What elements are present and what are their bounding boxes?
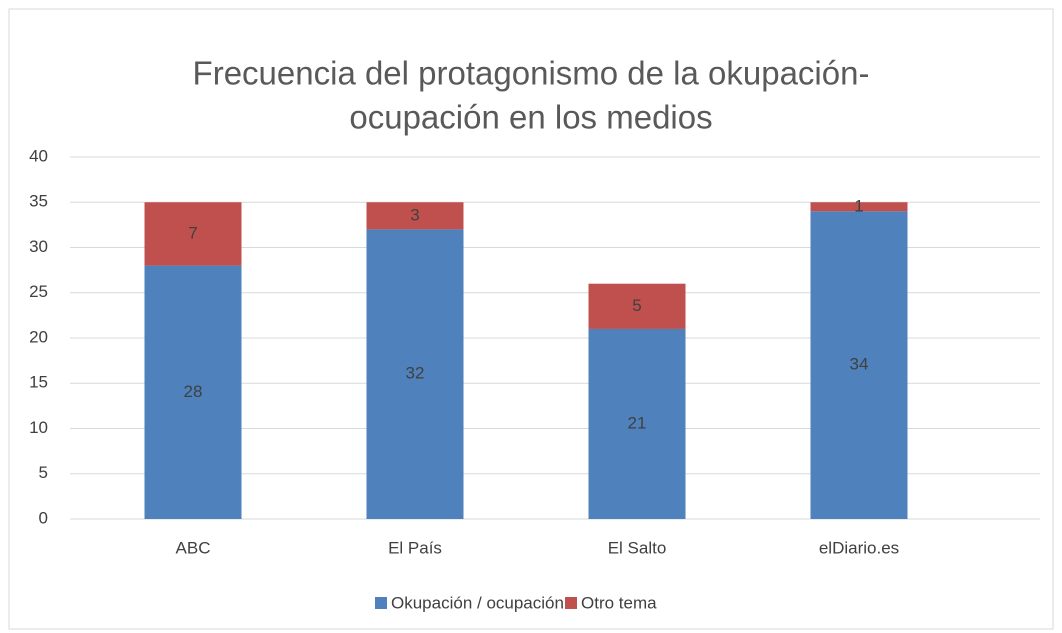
bar-segment: [810, 211, 908, 520]
x-tick-label: ABC: [176, 538, 211, 557]
data-label: 34: [850, 355, 869, 374]
data-label: 32: [406, 364, 425, 383]
x-tick-label: El País: [388, 538, 442, 557]
x-tick-label: El Salto: [608, 538, 667, 557]
legend-label: Otro tema: [581, 593, 657, 612]
chart-title: Frecuencia del protagonismo de la okupac…: [193, 55, 870, 92]
y-tick-label: 25: [29, 282, 48, 301]
y-tick-label: 10: [29, 418, 48, 437]
y-tick-label: 0: [39, 508, 48, 527]
data-label: 5: [632, 296, 641, 315]
data-label: 7: [188, 223, 197, 242]
y-tick-label: 15: [29, 373, 48, 392]
x-tick-label: elDiario.es: [819, 538, 899, 557]
chart-title: ocupación en los medios: [349, 99, 712, 136]
legend-swatch: [375, 597, 387, 609]
bar-segment: [588, 283, 686, 329]
y-tick-label: 40: [29, 146, 48, 165]
bar-segment: [144, 202, 242, 266]
bar-segment: [366, 202, 464, 230]
legend-swatch: [565, 597, 577, 609]
y-tick-label: 5: [39, 463, 48, 482]
data-label: 21: [628, 413, 647, 432]
y-tick-label: 35: [29, 192, 48, 211]
y-tick-label: 30: [29, 237, 48, 256]
bar-segment: [144, 265, 242, 519]
y-tick-label: 20: [29, 327, 48, 346]
data-label: 1: [854, 196, 863, 215]
bar-segment: [810, 202, 908, 212]
bar-segment: [366, 229, 464, 519]
bar-segment: [588, 328, 686, 519]
data-label: 3: [410, 205, 419, 224]
data-label: 28: [184, 382, 203, 401]
legend-label: Okupación / ocupación: [391, 593, 564, 612]
